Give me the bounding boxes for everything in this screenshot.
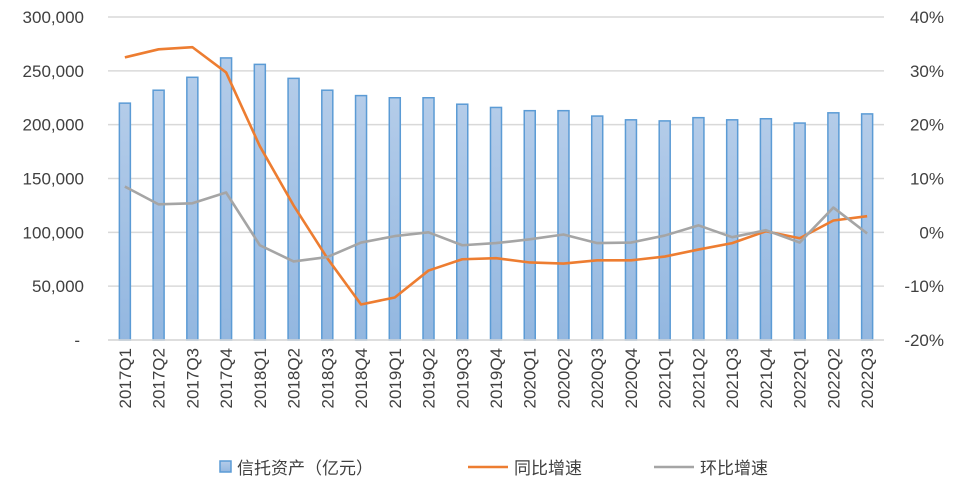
- bar-2019Q4: [489, 106, 503, 341]
- bar-2017Q2: [152, 89, 165, 341]
- x-tick-label: 2017Q3: [183, 348, 202, 409]
- x-tick-label: 2018Q1: [251, 348, 270, 409]
- x-tick-label: 2017Q4: [217, 348, 236, 409]
- right-tick-label: 40%: [910, 8, 944, 27]
- right-tick-label: 30%: [910, 62, 944, 81]
- bar-2020Q4: [624, 119, 638, 341]
- bar-2019Q1: [388, 97, 402, 341]
- legend-swatch-bar: [219, 460, 232, 473]
- bar-2019Q2: [422, 97, 435, 341]
- x-tick-label: 2019Q2: [420, 348, 439, 409]
- bar-series: [118, 57, 874, 341]
- x-tick-label: 2021Q2: [689, 348, 708, 409]
- left-tick-label: 300,000: [23, 8, 84, 27]
- x-axis: 2017Q1 2017Q2 2017Q3 2017Q4 2018Q1 2018Q2 2018…: [108, 339, 884, 409]
- x-tick-label: 2019Q4: [487, 348, 506, 409]
- x-tick-label: 2020Q4: [622, 348, 641, 409]
- x-tick-label: 2018Q3: [318, 348, 337, 409]
- legend-label-yoy: 同比增速: [514, 459, 582, 478]
- left-tick-label: 100,000: [23, 223, 84, 242]
- legend-label-bar: 信托资产（亿元）: [237, 459, 373, 478]
- bar-2022Q1: [793, 122, 806, 341]
- bar-2022Q2: [827, 112, 840, 341]
- bar-2020Q1: [523, 109, 536, 341]
- x-tick-label: 2017Q1: [116, 348, 135, 409]
- bar-2019Q3: [456, 103, 469, 341]
- left-tick-label: 150,000: [23, 170, 84, 189]
- x-tick-label: 2017Q2: [150, 348, 169, 409]
- bar-2017Q1: [118, 102, 132, 341]
- x-tick-label: 2020Q3: [588, 348, 607, 409]
- bar-2018Q1: [253, 63, 267, 341]
- right-tick-label: -20%: [904, 331, 944, 350]
- left-tick-label: 50,000: [32, 277, 84, 296]
- x-tick-label: 2020Q2: [554, 348, 573, 409]
- x-tick-label: 2022Q3: [858, 348, 877, 409]
- x-tick-label: 2021Q3: [723, 348, 742, 409]
- x-tick-label: 2018Q4: [352, 348, 371, 409]
- right-tick-label: 0%: [919, 223, 944, 242]
- bar-2021Q1: [658, 120, 671, 341]
- legend-label-qoq: 环比增速: [700, 459, 768, 478]
- x-tick-label: 2021Q4: [757, 348, 776, 409]
- left-tick-label: 200,000: [23, 116, 84, 135]
- left-axis: - 50,000 100,000 150,000 200,000 250,000 300,0…: [23, 8, 84, 350]
- right-tick-label: 10%: [910, 170, 944, 189]
- right-tick-label: 20%: [910, 116, 944, 135]
- x-tick-label: 2019Q1: [386, 348, 405, 409]
- x-tick-label: 2020Q1: [521, 348, 540, 409]
- line-series: [124, 45, 868, 306]
- bar-2017Q3: [186, 76, 199, 341]
- bar-2020Q2: [557, 109, 570, 341]
- right-axis: -20% -10% 0% 10% 20% 30% 40%: [904, 8, 944, 350]
- left-tick-label: 250,000: [23, 62, 84, 81]
- x-tick-label: 2019Q3: [453, 348, 472, 409]
- bar-2020Q3: [590, 115, 604, 341]
- x-tick-label: 2021Q1: [656, 348, 675, 409]
- bar-2022Q3: [860, 113, 874, 341]
- right-tick-label: -10%: [904, 277, 944, 296]
- legend: 信托资产（亿元） 同比增速 环比增速: [219, 459, 768, 478]
- bar-2021Q2: [692, 116, 705, 341]
- x-tick-label: 2022Q1: [791, 348, 810, 409]
- x-tick-label: 2018Q2: [285, 348, 304, 409]
- left-tick-label: -: [74, 331, 80, 350]
- bar-2021Q3: [725, 119, 739, 341]
- x-tick-label: 2022Q2: [824, 348, 843, 409]
- bar-2018Q3: [321, 89, 334, 341]
